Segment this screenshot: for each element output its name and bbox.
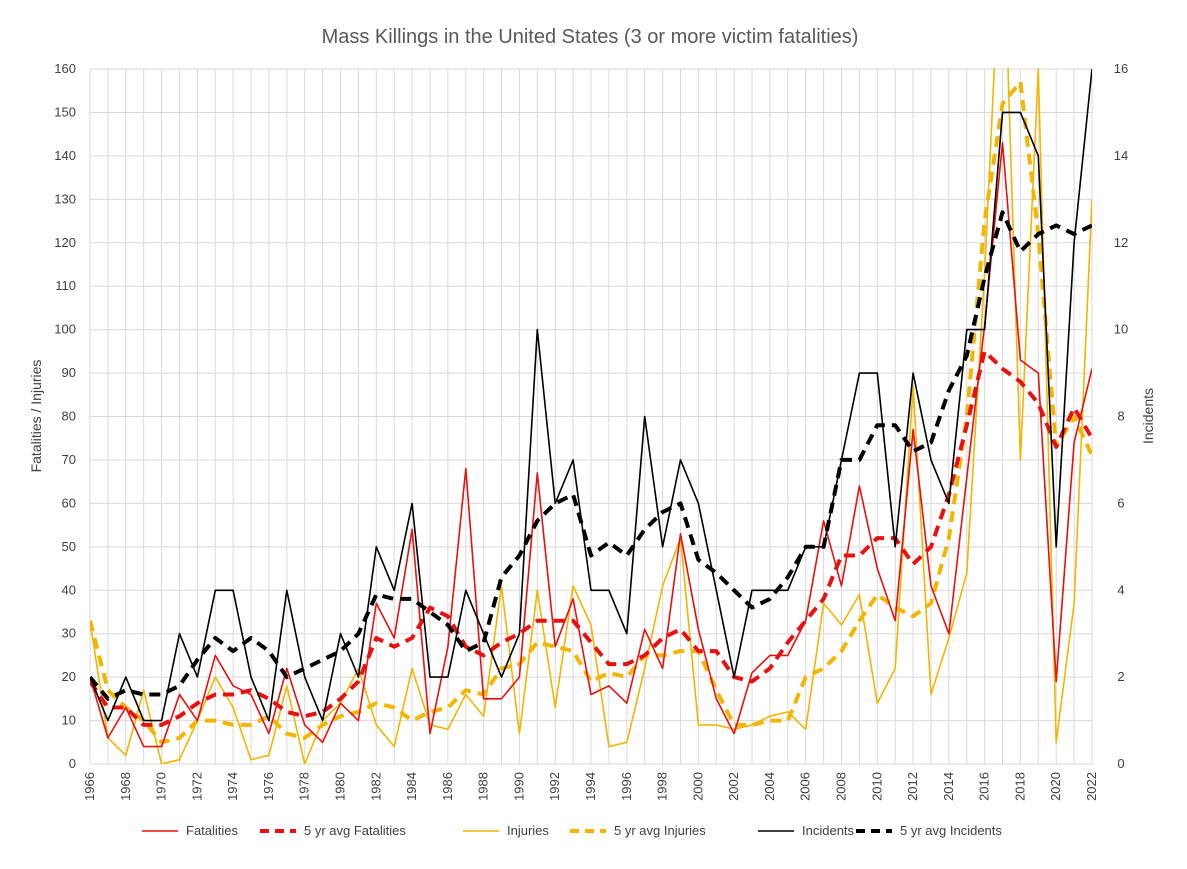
x-tick-label: 2000 (690, 772, 705, 801)
y-tick-label: 120 (54, 235, 76, 250)
legend: Fatalities 5 yr avg Fatalities Injuries 5 y… (142, 823, 1002, 838)
y2-tick-label: 16 (1114, 61, 1128, 76)
x-tick-label: 1980 (333, 772, 348, 801)
series-line-fatalities (90, 142, 1092, 748)
legend-label: Incidents (802, 823, 855, 838)
x-tick-label: 1972 (189, 772, 204, 801)
y2-tick-label: 4 (1117, 582, 1124, 597)
series-line-5-yr-avg-incidents (90, 210, 1092, 701)
y2-tick-label: 6 (1117, 495, 1124, 510)
y2-tick-label: 12 (1114, 235, 1128, 250)
x-tick-label: 1966 (82, 772, 97, 801)
x-tick-label: 2010 (869, 772, 884, 801)
y-tick-label: 80 (62, 409, 76, 424)
x-tick-label: 1982 (368, 772, 383, 801)
x-tick-label: 1970 (154, 772, 169, 801)
x-tick-label: 2022 (1084, 772, 1099, 801)
legend-label: 5 yr avg Injuries (614, 823, 706, 838)
y2-tick-label: 2 (1117, 669, 1124, 684)
x-tick-label: 1994 (583, 772, 598, 801)
y-tick-label: 40 (62, 582, 76, 597)
y2-tick-label: 14 (1114, 148, 1128, 163)
x-tick-label: 1990 (511, 772, 526, 801)
legend-label: Injuries (507, 823, 549, 838)
x-tick-label: 1988 (476, 772, 491, 801)
y-tick-label: 90 (62, 365, 76, 380)
y-tick-label: 30 (62, 626, 76, 641)
x-tick-label: 2002 (726, 772, 741, 801)
x-tick-label: 1968 (118, 772, 133, 801)
y-tick-label: 20 (62, 669, 76, 684)
x-axis-ticks: 1966 1968 1970 1972 1974 1976 1978 1980 1982 1984… (82, 772, 1099, 801)
y-tick-label: 160 (54, 61, 76, 76)
x-tick-label: 1984 (404, 772, 419, 801)
x-tick-label: 2016 (977, 772, 992, 801)
y-tick-label: 0 (69, 756, 76, 771)
y-tick-label: 50 (62, 539, 76, 554)
x-tick-label: 2008 (834, 772, 849, 801)
y2-tick-label: 10 (1114, 322, 1128, 337)
x-tick-label: 1986 (440, 772, 455, 801)
x-tick-label: 2014 (941, 772, 956, 801)
legend-label: 5 yr avg Incidents (900, 823, 1002, 838)
y-tick-label: 110 (55, 278, 76, 293)
series-line-incidents (90, 68, 1092, 722)
series-lines (90, 68, 1092, 764)
y-axis-right-label: Incidents (1140, 388, 1156, 444)
y-axis-right-ticks: 0 2 4 6 8 10 12 14 16 (1114, 61, 1128, 771)
x-tick-label: 1976 (261, 772, 276, 801)
y-axis-left-ticks: 0 10 20 30 40 50 60 70 80 90 100 110 120 130 140 150 160 (54, 61, 76, 771)
x-tick-label: 2004 (762, 772, 777, 801)
y-tick-label: 150 (54, 104, 76, 119)
chart-title: Mass Killings in the United States (3 or… (322, 26, 859, 48)
y2-tick-label: 8 (1117, 409, 1124, 424)
y2-tick-label: 0 (1117, 756, 1124, 771)
x-tick-label: 1996 (619, 772, 634, 801)
y-tick-label: 10 (62, 713, 76, 728)
x-tick-label: 2020 (1048, 772, 1063, 801)
y-tick-label: 130 (54, 191, 76, 206)
y-tick-label: 70 (62, 452, 76, 467)
y-tick-label: 140 (54, 148, 76, 163)
y-tick-label: 60 (62, 495, 76, 510)
series-line-injuries (90, 68, 1092, 764)
x-tick-label: 1992 (547, 772, 562, 801)
y-tick-label: 100 (54, 322, 76, 337)
x-tick-label: 2012 (905, 772, 920, 801)
legend-label: 5 yr avg Fatalities (304, 823, 406, 838)
x-tick-label: 1978 (297, 772, 312, 801)
x-tick-label: 2018 (1012, 772, 1027, 801)
x-tick-label: 1998 (655, 772, 670, 801)
x-tick-label: 1974 (225, 772, 240, 801)
x-tick-label: 2006 (798, 772, 813, 801)
y-axis-left-label: Fatalities / Injuries (28, 360, 44, 473)
legend-label: Fatalities (186, 823, 239, 838)
